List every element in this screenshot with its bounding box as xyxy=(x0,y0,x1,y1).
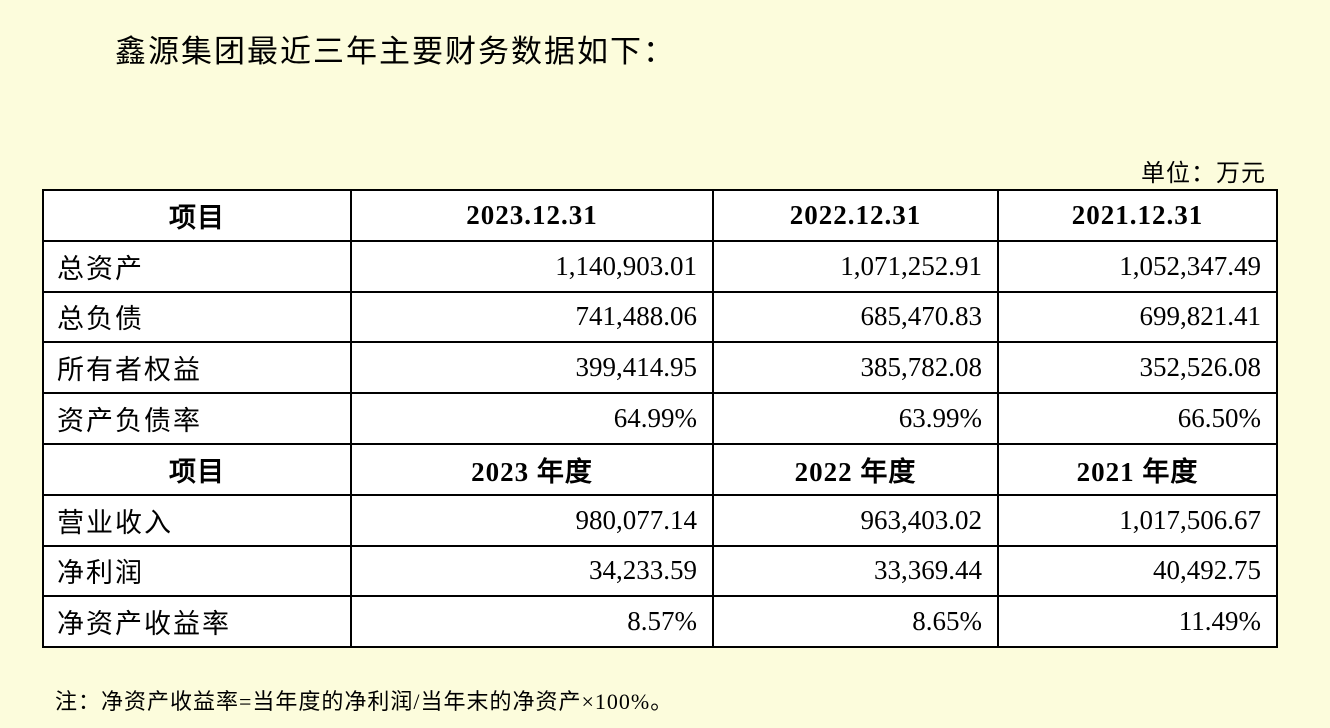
page-title: 鑫源集团最近三年主要财务数据如下： xyxy=(115,34,676,69)
value-cell: 8.65% xyxy=(712,595,999,649)
table-row: 总资产 1,140,903.01 1,071,252.91 1,052,347.49 xyxy=(42,239,1278,293)
row-label: 净资产收益率 xyxy=(42,595,352,649)
value-cell: 741,488.06 xyxy=(350,290,714,344)
header-cell: 2023.12.31 xyxy=(350,189,714,242)
header-cell: 2023 年度 xyxy=(350,442,714,496)
section-header-row: 项目 2023.12.31 2022.12.31 2021.12.31 xyxy=(42,189,1278,242)
value-cell: 963,403.02 xyxy=(712,493,999,547)
value-cell: 63.99% xyxy=(712,392,999,445)
header-cell: 项目 xyxy=(42,442,352,496)
header-cell: 2021.12.31 xyxy=(997,189,1278,242)
unit-label: 单位：万元 xyxy=(1141,161,1266,187)
financial-table-body: 项目 2023.12.31 2022.12.31 2021.12.31 总资产 1,140… xyxy=(42,189,1278,649)
row-label: 营业收入 xyxy=(42,493,352,547)
row-label: 资产负债率 xyxy=(42,392,352,445)
value-cell: 1,140,903.01 xyxy=(350,239,714,293)
value-cell: 11.49% xyxy=(997,595,1278,649)
value-cell: 1,017,506.67 xyxy=(997,493,1278,547)
row-label: 净利润 xyxy=(42,544,352,598)
financial-table: 项目 2023.12.31 2022.12.31 2021.12.31 总资产 1,140… xyxy=(42,189,1278,649)
value-cell: 1,052,347.49 xyxy=(997,239,1278,293)
header-cell: 2021 年度 xyxy=(997,442,1278,496)
footnote: 注：净资产收益率=当年度的净利润/当年末的净资产×100%。 xyxy=(55,689,674,714)
table-row: 总负债 741,488.06 685,470.83 699,821.41 xyxy=(42,290,1278,344)
value-cell: 685,470.83 xyxy=(712,290,999,344)
table-row: 营业收入 980,077.14 963,403.02 1,017,506.67 xyxy=(42,493,1278,547)
header-cell: 2022 年度 xyxy=(712,442,999,496)
table-row: 资产负债率 64.99% 63.99% 66.50% xyxy=(42,392,1278,445)
value-cell: 1,071,252.91 xyxy=(712,239,999,293)
table-row: 净利润 34,233.59 33,369.44 40,492.75 xyxy=(42,544,1278,598)
row-label: 所有者权益 xyxy=(42,341,352,395)
row-label: 总负债 xyxy=(42,290,352,344)
row-label: 总资产 xyxy=(42,239,352,293)
section-header-row: 项目 2023 年度 2022 年度 2021 年度 xyxy=(42,442,1278,496)
value-cell: 66.50% xyxy=(997,392,1278,445)
value-cell: 352,526.08 xyxy=(997,341,1278,395)
value-cell: 34,233.59 xyxy=(350,544,714,598)
value-cell: 64.99% xyxy=(350,392,714,445)
value-cell: 8.57% xyxy=(350,595,714,649)
value-cell: 699,821.41 xyxy=(997,290,1278,344)
value-cell: 980,077.14 xyxy=(350,493,714,547)
header-cell: 项目 xyxy=(42,189,352,242)
value-cell: 33,369.44 xyxy=(712,544,999,598)
header-cell: 2022.12.31 xyxy=(712,189,999,242)
value-cell: 399,414.95 xyxy=(350,341,714,395)
value-cell: 40,492.75 xyxy=(997,544,1278,598)
table-row: 所有者权益 399,414.95 385,782.08 352,526.08 xyxy=(42,341,1278,395)
table-row: 净资产收益率 8.57% 8.65% 11.49% xyxy=(42,595,1278,649)
value-cell: 385,782.08 xyxy=(712,341,999,395)
